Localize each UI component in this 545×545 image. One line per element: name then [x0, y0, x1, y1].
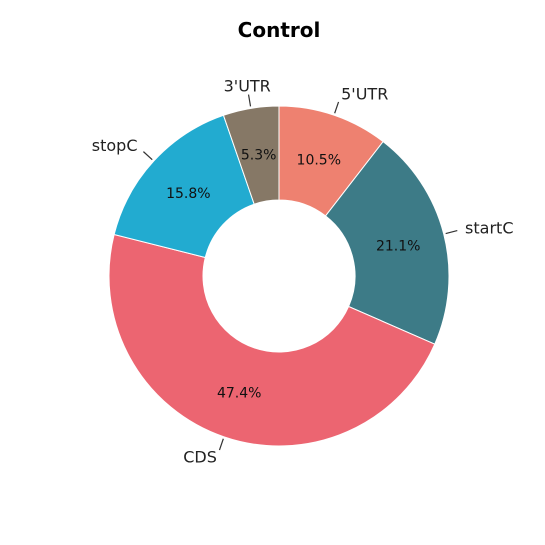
pct-label-cds: 47.4%	[217, 385, 261, 401]
leader-line-5-utr	[334, 101, 340, 114]
slice-startc	[324, 140, 450, 345]
pct-label-3-utr: 5.3%	[241, 148, 277, 164]
chart-title: Control	[238, 18, 321, 42]
leader-line-3-utr	[247, 94, 252, 107]
slice-3-utr	[222, 105, 280, 205]
pct-label-startc: 21.1%	[376, 239, 420, 255]
leader-line-startc	[445, 229, 458, 235]
category-label-5-utr: 5'UTR	[341, 84, 388, 103]
leader-line-stopc	[142, 151, 153, 161]
labels-group: 10.5% 5'UTR 21.1% startC 47.4% CDS 15.8% stopC 5…	[92, 77, 514, 467]
category-label-cds: CDS	[183, 448, 217, 467]
category-label-3-utr: 3'UTR	[224, 77, 271, 96]
category-label-stopc: stopC	[92, 136, 138, 155]
pct-label-stopc: 15.8%	[166, 186, 210, 202]
category-label-startc: startC	[465, 219, 513, 238]
slices-group	[108, 105, 450, 447]
slice-cds	[108, 233, 436, 447]
leader-line-cds	[218, 438, 224, 451]
pct-label-5-utr: 10.5%	[297, 153, 341, 169]
slice-stopc	[113, 114, 255, 259]
